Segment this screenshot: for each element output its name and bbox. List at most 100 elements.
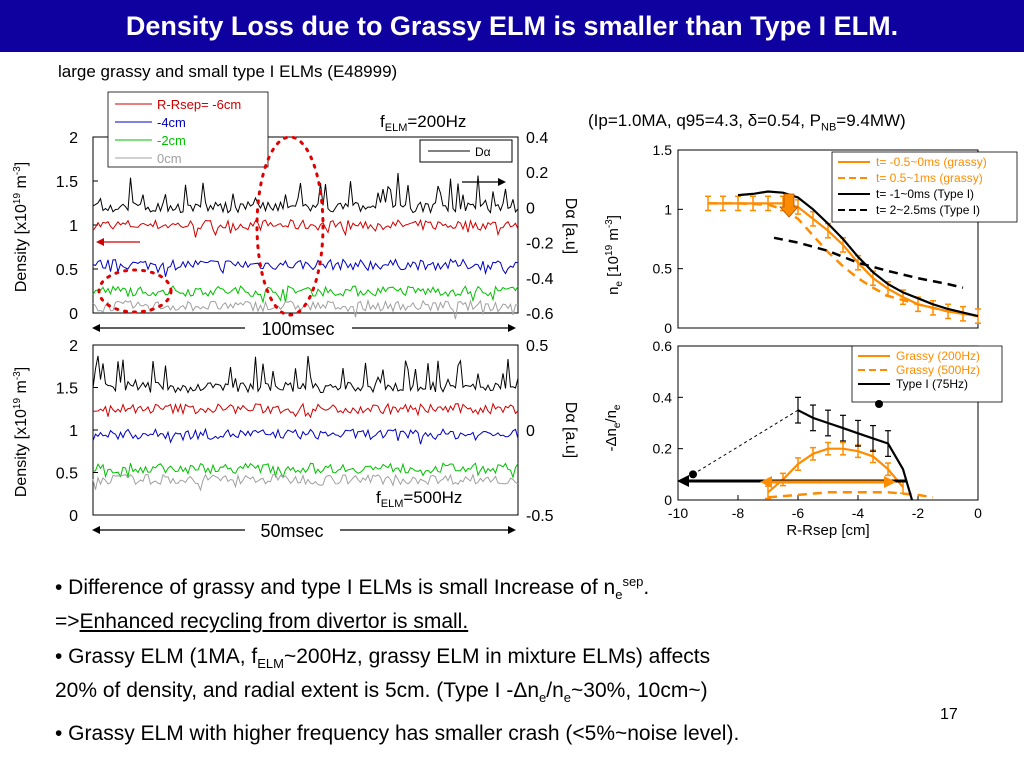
right-ytick-label: -0.5 bbox=[526, 508, 554, 525]
xtick-label: 0 bbox=[974, 505, 982, 521]
ytick-label: 2 bbox=[69, 130, 78, 147]
page-title: Density Loss due to Grassy ELM is smalle… bbox=[125, 10, 899, 41]
legend-label: -4cm bbox=[157, 115, 186, 130]
ytick-label: 1 bbox=[69, 423, 78, 440]
dalpha-legend-label: Dα bbox=[475, 145, 491, 159]
right-ytick-label: -0.4 bbox=[526, 271, 554, 288]
right-ytick-label: 0 bbox=[526, 200, 535, 217]
arrow-right-icon bbox=[508, 526, 516, 534]
arrow-left-icon bbox=[96, 238, 104, 246]
legend-label: t= -1~0ms (Type I) bbox=[876, 187, 974, 201]
legend-label: t= 0.5~1ms (grassy) bbox=[876, 171, 983, 185]
legend-label: 0cm bbox=[157, 151, 182, 166]
panel2-freq: fELM=500Hz bbox=[376, 488, 462, 510]
density-trace bbox=[92, 473, 519, 492]
panel-bottom-left: Density [x1019 m-3] Dα [a.u] 2 1.5 1 0.5 0 0… bbox=[12, 338, 579, 541]
profile-line bbox=[797, 409, 914, 501]
density-trace bbox=[92, 298, 519, 320]
xtick-label: -8 bbox=[732, 505, 745, 521]
xtick-label: -4 bbox=[852, 505, 865, 521]
density-trace bbox=[92, 462, 519, 480]
bullet-list: • Difference of grassy and type I ELMs i… bbox=[55, 568, 1015, 755]
density-trace bbox=[92, 258, 519, 277]
arrow-left-icon bbox=[760, 476, 772, 488]
bullet-3: • Grassy ELM with higher frequency has s… bbox=[55, 721, 740, 745]
ytick-label: 1.5 bbox=[56, 174, 78, 191]
panel-top-right: ne [1019 m-3] 1.5 1 0.5 0 t= -0.5~0ms (gras… bbox=[604, 142, 1018, 336]
ytick-label: 0 bbox=[664, 320, 672, 336]
ytick-label: 2 bbox=[69, 338, 78, 355]
panel1-time-label: 100msec bbox=[261, 319, 334, 339]
density-trace bbox=[92, 427, 519, 445]
panel4-legend bbox=[851, 345, 1003, 403]
ytick-label: 0.5 bbox=[653, 261, 673, 277]
right-ytick-label: 0.4 bbox=[526, 130, 548, 147]
highlight-ellipse-large bbox=[255, 135, 325, 317]
ytick-label: 1.5 bbox=[56, 381, 78, 398]
page-number: 17 bbox=[940, 706, 958, 723]
right-ytick-label: -0.6 bbox=[526, 306, 554, 323]
ytick-label: 0.4 bbox=[653, 389, 673, 405]
ytick-label: 1 bbox=[664, 201, 672, 217]
legend-label: Type I (75Hz) bbox=[896, 377, 968, 391]
legend-label: R-Rsep= -6cm bbox=[157, 97, 241, 112]
ytick-label: 1.5 bbox=[653, 142, 673, 158]
xtick-label: -6 bbox=[792, 505, 805, 521]
panel1-right-ylabel: Dα [a.u] bbox=[562, 198, 579, 254]
profile-line bbox=[767, 447, 904, 494]
highlight-ellipse-small bbox=[97, 268, 173, 314]
arrow-right-icon bbox=[884, 476, 896, 488]
profile-line bbox=[773, 236, 964, 289]
panel3-ylabel: ne [1019 m-3] bbox=[604, 215, 625, 295]
title-bar: Density Loss due to Grassy ELM is smalle… bbox=[0, 0, 1024, 52]
right-ytick-label: 0.5 bbox=[526, 338, 548, 355]
ytick-label: 0.6 bbox=[653, 338, 673, 354]
profile-line bbox=[767, 491, 934, 499]
charts: Density [x1019 m-3] Dα [a.u] 2 1.5 1 0.5 0 0… bbox=[12, 91, 1018, 541]
panel-bottom-right: -Δne/ne 0.6 0.4 0.2 0 -10 -8 -6 -4 -2 0 Grassy (… bbox=[603, 338, 1003, 539]
panel4-xlabel: R-Rsep [cm] bbox=[786, 522, 869, 539]
bullet-2: • Grassy ELM (1MA, fELM~200Hz, grassy EL… bbox=[55, 645, 711, 706]
profile-line bbox=[737, 190, 979, 318]
panel2-time-label: 50msec bbox=[260, 521, 323, 541]
right-ytick-label: 0 bbox=[526, 423, 535, 440]
arrow-down-icon bbox=[779, 193, 799, 218]
ytick-label: 0 bbox=[69, 306, 78, 323]
ytick-label: 0.5 bbox=[56, 262, 78, 279]
dalpha-trace bbox=[92, 355, 519, 394]
arrow-left-icon bbox=[92, 324, 100, 332]
ytick-label: 0.5 bbox=[56, 466, 78, 483]
legend-label: -2cm bbox=[157, 133, 186, 148]
arrow-left-icon bbox=[92, 526, 100, 534]
arrow-right-icon bbox=[508, 324, 516, 332]
legend-label: t= 2~2.5ms (Type I) bbox=[876, 203, 980, 217]
ytick-label: 1 bbox=[69, 218, 78, 235]
arrow-right-icon bbox=[498, 178, 506, 186]
ytick-label: 0 bbox=[664, 492, 672, 508]
legend-label: Grassy (500Hz) bbox=[896, 363, 980, 377]
legend-label: t= -0.5~0ms (grassy) bbox=[876, 155, 987, 169]
legend-label: Grassy (200Hz) bbox=[896, 349, 980, 363]
density-trace bbox=[92, 285, 519, 304]
right-ytick-label: -0.2 bbox=[526, 236, 554, 253]
xtick-label: -2 bbox=[912, 505, 925, 521]
panel-top-left: Density [x1019 m-3] Dα [a.u] 2 1.5 1 0.5 0 0… bbox=[12, 91, 579, 339]
density-trace bbox=[92, 218, 519, 238]
params-label: (Ip=1.0MA, q95=4.3, δ=0.54, PNB=9.4MW) bbox=[588, 111, 906, 134]
arrow-left-icon bbox=[677, 475, 689, 487]
density-trace bbox=[92, 402, 519, 419]
ytick-label: 0 bbox=[69, 508, 78, 525]
dalpha-trace bbox=[92, 172, 519, 215]
legend-point bbox=[875, 400, 883, 408]
panel1-freq: fELM=200Hz bbox=[380, 112, 466, 134]
guide-line bbox=[692, 409, 799, 475]
panel2-ylabel: Density [x1019 m-3] bbox=[12, 367, 30, 497]
panel1-ylabel: Density [x1019 m-3] bbox=[12, 162, 30, 292]
xtick-label: -10 bbox=[668, 505, 688, 521]
panel4-ylabel: -Δne/ne bbox=[603, 404, 623, 451]
bullet-1: • Difference of grassy and type I ELMs i… bbox=[55, 574, 650, 634]
ytick-label: 0.2 bbox=[653, 441, 673, 457]
subtitle: large grassy and small type I ELMs (E489… bbox=[58, 62, 398, 81]
panel2-right-ylabel: Dα [a.u] bbox=[562, 402, 579, 458]
profile-line bbox=[708, 202, 979, 318]
